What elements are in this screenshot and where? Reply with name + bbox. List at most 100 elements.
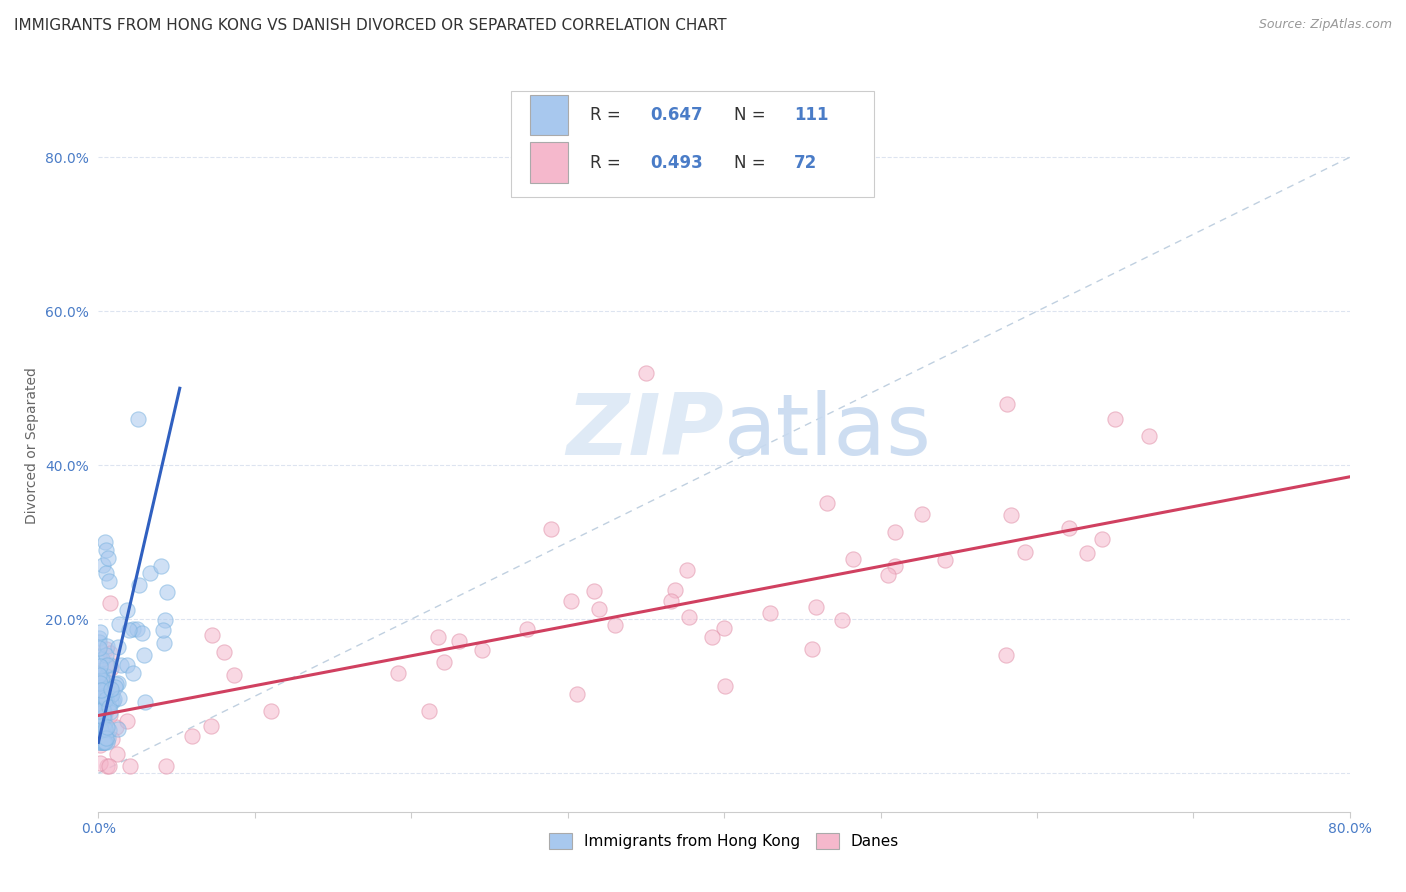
Point [107,676,129,690]
Text: 0.647: 0.647 [650,106,703,124]
Point [150,559,173,574]
Point [90,735,112,749]
Point [418,704,440,718]
Point [96,692,118,706]
Point [134,648,156,662]
Point [93,706,115,721]
Point [134,695,156,709]
Point [91,720,114,734]
Point [90,691,112,706]
Point [1000,508,1022,522]
Point [90,731,112,745]
Point [831,613,853,627]
Point [98,596,121,610]
Point [93,711,115,725]
Point [120,758,142,772]
Point [676,563,699,577]
Point [91,710,114,724]
Point [96,720,118,734]
Point [994,648,1017,662]
Point [90,680,112,694]
Point [89,648,111,663]
Point [98,707,121,722]
Text: 0.493: 0.493 [650,153,703,171]
Point [89,729,111,743]
Point [91,652,114,666]
Point [89,684,111,698]
Point [121,665,143,680]
Point [90,667,112,681]
Point [153,613,176,627]
Point [713,679,735,693]
Point [713,621,735,635]
Point [89,658,111,673]
Point [181,729,204,743]
Point [96,648,118,662]
Point [105,747,128,761]
Point [634,366,657,380]
Point [89,735,111,749]
Point [101,731,124,746]
Text: R =: R = [591,153,626,171]
Point [91,558,114,573]
Text: Source: ZipAtlas.com: Source: ZipAtlas.com [1258,18,1392,31]
Point [89,756,111,771]
Text: 111: 111 [794,106,828,124]
Point [93,735,115,749]
Point [104,676,127,690]
Point [1076,546,1098,560]
Point [433,655,456,669]
Point [815,496,838,510]
Text: atlas: atlas [724,390,932,473]
Point [583,583,606,598]
Point [94,681,117,695]
Point [90,708,112,723]
Point [934,553,956,567]
Point [97,731,120,746]
Point [876,568,898,582]
Point [200,719,222,733]
Point [89,716,111,731]
Point [259,705,281,719]
Point [678,610,700,624]
Point [89,717,111,731]
Point [89,686,111,700]
Point [96,658,118,673]
Point [96,669,118,683]
Text: N =: N = [734,106,770,124]
Point [89,704,111,718]
Point [884,558,907,573]
Point [155,758,177,772]
Point [97,698,120,713]
Point [104,680,127,694]
Point [96,694,118,708]
Point [90,710,112,724]
Bar [530,95,568,136]
Point [91,689,114,703]
Point [89,691,111,706]
Point [89,735,111,749]
Point [101,687,124,701]
Legend: Immigrants from Hong Kong, Danes: Immigrants from Hong Kong, Danes [543,827,905,855]
Point [127,412,149,426]
Point [121,622,143,636]
Point [90,735,112,749]
Point [96,758,118,772]
Point [100,682,122,697]
Point [94,642,117,657]
Point [89,738,111,752]
FancyBboxPatch shape [512,91,875,197]
Point [115,657,138,672]
Point [97,676,120,690]
Point [96,735,118,749]
Point [1090,532,1112,546]
Point [100,696,122,710]
Point [108,690,131,705]
Point [89,624,111,639]
Point [89,666,111,681]
Point [89,709,111,723]
Point [842,552,865,566]
Point [91,706,114,721]
Point [97,550,120,565]
Point [138,566,160,581]
